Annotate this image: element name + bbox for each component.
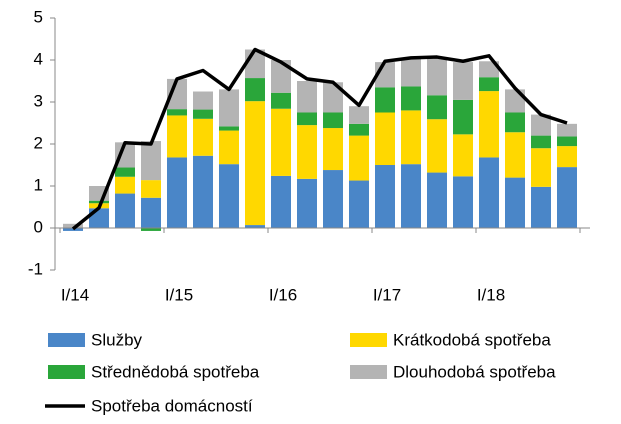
bar	[297, 125, 317, 179]
y-tick-label: 0	[34, 217, 43, 236]
bar	[193, 91, 213, 110]
bar	[401, 57, 421, 87]
bar	[63, 228, 83, 231]
bar	[271, 60, 291, 93]
bar	[349, 106, 369, 124]
bar	[141, 197, 161, 228]
bar	[401, 164, 421, 228]
bar	[219, 126, 239, 131]
bar	[141, 141, 161, 181]
bar	[375, 112, 395, 165]
bar	[453, 176, 473, 228]
bar	[115, 142, 135, 168]
bar	[557, 123, 577, 137]
bar	[297, 178, 317, 228]
bar	[219, 164, 239, 228]
bar	[427, 58, 447, 96]
x-tick-label: I/15	[165, 285, 193, 304]
bar	[557, 136, 577, 147]
bar	[167, 109, 187, 116]
bar	[479, 77, 499, 92]
x-tick-label: I/14	[61, 285, 89, 304]
bar	[453, 62, 473, 100]
bar	[479, 91, 499, 158]
x-tick-label: I/17	[373, 285, 401, 304]
bar	[557, 146, 577, 168]
bar	[505, 177, 525, 228]
bar	[271, 175, 291, 228]
bar	[531, 186, 551, 228]
bar	[167, 78, 187, 110]
y-tick-label: 2	[34, 133, 43, 152]
bar	[531, 148, 551, 187]
legend-swatch	[350, 365, 387, 379]
bar	[193, 109, 213, 119]
bar	[193, 155, 213, 228]
y-tick-label: 1	[34, 175, 43, 194]
bar	[271, 92, 291, 109]
bar	[193, 118, 213, 156]
y-tick-label: 3	[34, 91, 43, 110]
bar	[427, 119, 447, 173]
legend-swatch	[350, 333, 387, 347]
bar	[245, 225, 265, 228]
bar	[323, 170, 343, 228]
bar	[271, 108, 291, 176]
legend-swatch	[48, 333, 85, 347]
bar	[453, 134, 473, 177]
bar	[219, 130, 239, 165]
bar	[141, 180, 161, 198]
legend-swatch	[48, 365, 85, 379]
line	[71, 47, 568, 231]
bar	[115, 176, 135, 194]
bar	[167, 115, 187, 158]
bar	[479, 61, 499, 78]
bar	[115, 193, 135, 228]
bar	[531, 114, 551, 136]
bar	[375, 165, 395, 228]
bar	[505, 112, 525, 133]
bar	[219, 89, 239, 127]
bar	[401, 110, 421, 165]
bar	[401, 86, 421, 111]
legend-label: Krátkodobá spotřeba	[393, 330, 551, 349]
bar	[89, 208, 109, 228]
bar	[505, 132, 525, 178]
bar	[349, 123, 369, 136]
bar	[427, 95, 447, 120]
bar	[349, 180, 369, 228]
y-tick-label: -1	[28, 259, 43, 278]
bar	[453, 99, 473, 135]
bar	[167, 157, 187, 228]
bar	[557, 167, 577, 228]
bar	[245, 78, 265, 102]
bar	[531, 135, 551, 149]
bar	[375, 87, 395, 113]
x-tick-label: I/16	[269, 285, 297, 304]
bar	[323, 112, 343, 129]
bar	[323, 82, 343, 113]
legend-label: Spotřeba domácností	[91, 396, 253, 415]
bar	[245, 101, 265, 226]
legend-label: Střednědobá spotřeba	[91, 362, 260, 381]
bar	[141, 228, 161, 231]
x-tick-label: I/18	[477, 285, 505, 304]
bar	[63, 223, 83, 228]
y-tick-label: 5	[34, 7, 43, 26]
legend-label: Dlouhodobá spotřeba	[393, 362, 556, 381]
bar	[479, 157, 499, 228]
bar	[115, 167, 135, 177]
legend-label: Služby	[91, 330, 143, 349]
bar	[349, 135, 369, 181]
bar	[427, 172, 447, 228]
bar	[297, 112, 317, 126]
y-tick-label: 4	[34, 49, 43, 68]
bar	[297, 81, 317, 113]
bar	[323, 128, 343, 171]
bar	[89, 200, 109, 204]
